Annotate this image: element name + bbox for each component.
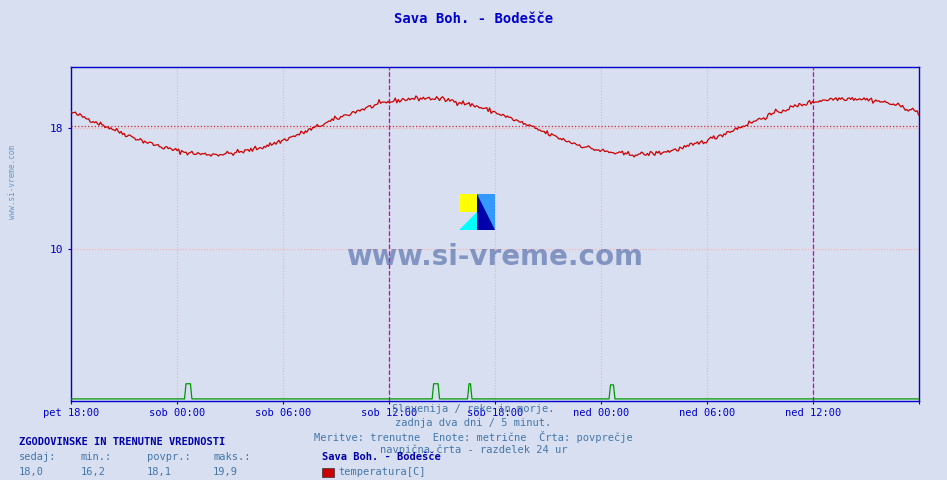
Text: ZGODOVINSKE IN TRENUTNE VREDNOSTI: ZGODOVINSKE IN TRENUTNE VREDNOSTI — [19, 437, 225, 447]
Polygon shape — [459, 212, 477, 230]
Text: www.si-vreme.com: www.si-vreme.com — [347, 243, 643, 271]
Text: Sava Boh. - Bodešče: Sava Boh. - Bodešče — [394, 12, 553, 26]
Polygon shape — [477, 194, 495, 230]
Text: temperatura[C]: temperatura[C] — [338, 467, 425, 477]
Text: 18,1: 18,1 — [147, 467, 171, 477]
Text: maks.:: maks.: — [213, 452, 251, 462]
Text: min.:: min.: — [80, 452, 112, 462]
Text: povpr.:: povpr.: — [147, 452, 190, 462]
Text: zadnja dva dni / 5 minut.: zadnja dva dni / 5 minut. — [396, 418, 551, 428]
Text: 18,0: 18,0 — [19, 467, 44, 477]
Text: Slovenija / reke in morje.: Slovenija / reke in morje. — [392, 404, 555, 414]
Text: Sava Boh. - Bodešče: Sava Boh. - Bodešče — [322, 452, 440, 462]
Bar — [477, 194, 495, 230]
Text: sedaj:: sedaj: — [19, 452, 57, 462]
Text: navpična črta - razdelek 24 ur: navpična črta - razdelek 24 ur — [380, 444, 567, 455]
Text: 16,2: 16,2 — [80, 467, 105, 477]
Bar — [459, 194, 477, 212]
Text: 19,9: 19,9 — [213, 467, 238, 477]
Text: www.si-vreme.com: www.si-vreme.com — [8, 145, 17, 219]
Text: Meritve: trenutne  Enote: metrične  Črta: povprečje: Meritve: trenutne Enote: metrične Črta: … — [314, 431, 633, 443]
